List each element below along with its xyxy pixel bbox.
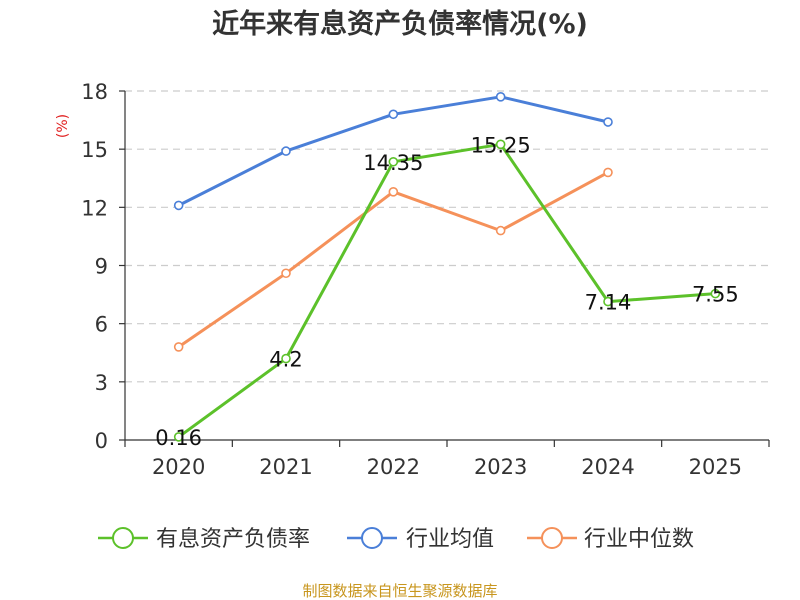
series-line: [177, 171, 609, 349]
data-label: 7.14: [585, 291, 632, 315]
data-point: [173, 342, 184, 352]
data-point: [173, 200, 184, 211]
data-point: [603, 117, 613, 127]
series-lines: [173, 92, 721, 442]
data-point: [388, 156, 399, 167]
data-point: [388, 187, 399, 197]
y-tick-label: 15: [81, 138, 108, 162]
data-label: 15.25: [471, 133, 531, 157]
y-tick-label: 3: [95, 371, 108, 395]
data-point: [603, 296, 613, 307]
x-tick-label: 2023: [474, 455, 527, 479]
x-tick-label: 2025: [689, 455, 742, 479]
data-label: 4.2: [269, 348, 302, 372]
data-point: [281, 353, 291, 364]
y-tick-label: 9: [95, 255, 108, 279]
data-label: 14.35: [363, 151, 423, 175]
legend-label: 有息资产负债率: [156, 527, 310, 552]
data-point: [173, 432, 184, 442]
y-tick-label: 0: [95, 429, 108, 453]
data-point: [281, 268, 291, 279]
chart-title: 近年来有息资产负债率情况(%): [212, 8, 588, 40]
data-labels: 0.16 4.2 14.35 15.25 7.14 7.55: [155, 133, 738, 450]
data-point: [388, 109, 399, 120]
y-tick-label: 6: [95, 313, 108, 337]
y-tick-label: 18: [81, 80, 108, 104]
data-point: [495, 225, 506, 236]
data-point: [281, 146, 291, 156]
data-label: 7.55: [692, 283, 739, 307]
source-note: 制图数据来自恒生聚源数据库: [302, 582, 497, 600]
data-point: [495, 92, 506, 102]
x-tick-label: 2024: [581, 455, 634, 479]
x-tick-label: 2021: [259, 455, 312, 479]
x-tick-label: 2020: [152, 455, 205, 479]
legend-swatch-marker: [112, 527, 134, 549]
legend-label: 行业均值: [406, 527, 494, 552]
legend-item[interactable]: 行业均值: [347, 527, 494, 552]
data-point: [710, 288, 721, 299]
series-line: [177, 142, 716, 439]
legend-swatch-marker: [361, 527, 383, 549]
axes: 0 3 6 9 12 15 18 2020 2021 2022 2023 2024 2025: [81, 80, 770, 479]
y-tick-label: 12: [81, 196, 108, 220]
y-axis-unit-label: (%): [55, 114, 71, 138]
legend-item[interactable]: 有息资产负债率: [98, 527, 310, 552]
legend-item[interactable]: 行业中位数: [527, 527, 694, 552]
legend[interactable]: 有息资产负债率 行业均值 行业中位数: [98, 527, 694, 552]
gridlines: [125, 90, 769, 383]
legend-swatch-marker: [541, 527, 563, 549]
legend-label: 行业中位数: [584, 527, 694, 552]
data-label: 0.16: [155, 426, 202, 450]
x-tick-label: 2022: [367, 455, 420, 479]
data-point: [603, 167, 613, 178]
data-point: [495, 139, 506, 150]
